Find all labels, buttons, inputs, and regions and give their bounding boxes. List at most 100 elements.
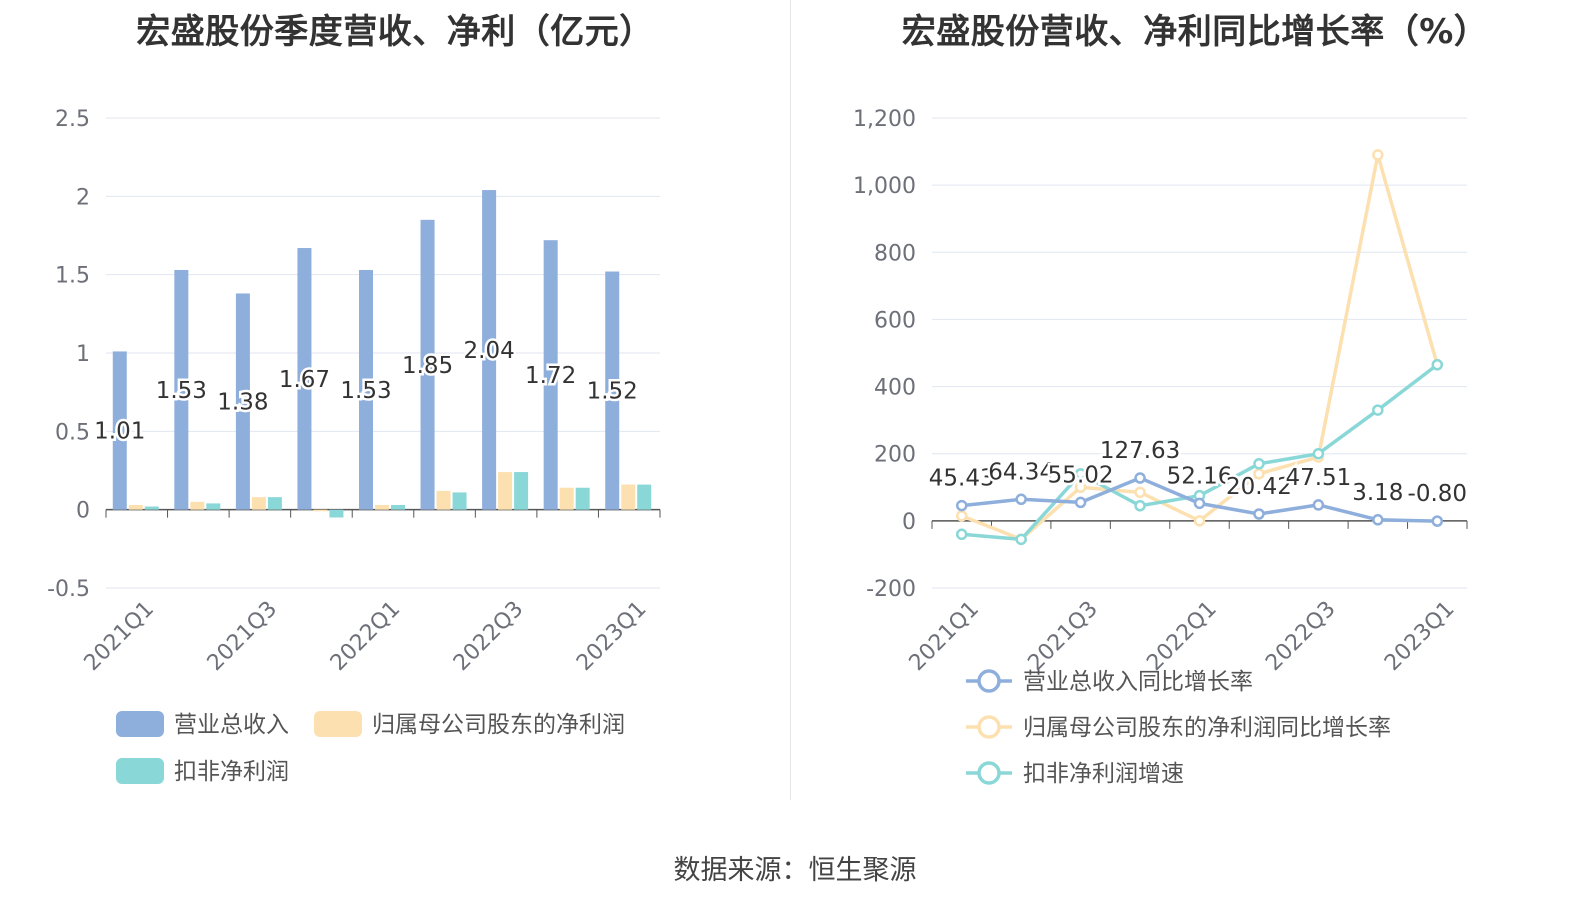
series-point [1312,499,1325,511]
growth-data-label: 20.42 [1226,474,1292,500]
bar-net-profit [375,504,389,510]
bar-deducted-net-profit [514,472,529,510]
legend-marker [977,715,1001,739]
legend-label: 扣非净利润 [174,759,289,785]
y-tick-label: 200 [874,443,916,468]
legend-marker [977,761,1001,785]
series-point [1074,468,1087,480]
bar-net-profit [251,497,266,510]
y-tick-label: -0.5 [47,577,90,602]
bar-revenue [297,248,312,510]
series-point [1431,359,1444,371]
legend-swatch [314,711,362,737]
legend-swatch [116,758,164,784]
series-point [1015,533,1027,546]
legend-label: 归属母公司股东的净利润 [372,712,625,738]
y-tick-label: 1.5 [55,264,90,289]
bar-net-profit [498,472,513,510]
legend-label: 营业总收入 [174,712,289,738]
bar-net-profit [313,509,328,512]
series-point [955,528,968,541]
y-tick-label: 2.5 [55,107,90,132]
series-point [1372,149,1384,161]
line-chart-svg: -200 0 200 400 600 800 1,000 1,200 2021Q1 2021Q3 2… [853,107,1470,787]
y-tick-label: -200 [866,577,916,602]
bar-deducted-net-profit [206,503,221,510]
series-point [955,499,968,512]
series-point [1074,481,1087,494]
bar-revenue [174,269,189,510]
revenue-data-label: 1.67 [279,367,330,393]
y-tick-label: 1,200 [853,107,916,132]
bar-chart-svg: -0.5 0 0.5 1 1.52 2.5 2021Q1 2021Q3 2022Q1 2022Q3… [47,107,661,785]
series-point [1074,496,1087,509]
series-point [1134,472,1146,484]
legend-marker [977,669,1001,693]
series-point [1372,514,1384,526]
x-tick-label: 2021Q3 [1023,597,1102,676]
y-tick-label: 0.5 [55,420,90,445]
y-tick-label: 800 [874,241,916,266]
series-point [1253,458,1265,470]
x-tick-label: 2021Q3 [203,597,282,676]
bar-deducted-net-profit [267,497,282,510]
series-point [1015,493,1027,506]
growth-data-label: 55.02 [1048,462,1114,488]
series-line [961,363,1439,542]
line-chart-title: 宏盛股份营收、净利同比增长率（%） [901,12,1489,52]
series-point [1372,404,1384,416]
revenue-data-label: 1.52 [587,379,638,405]
bar-deducted-net-profit [144,506,159,510]
revenue-data-label: 2.04 [464,338,515,364]
revenue-profit-bar-chart-panel: 宏盛股份季度营收、净利（亿元） -0.5 0 0.5 1 1.5 2 2.5 2021Q1 20… [0,0,790,820]
x-tick-label: 2022Q3 [1261,597,1340,676]
y-tick-label: 0 [902,510,916,535]
bar-revenue [605,271,620,510]
legend-label: 归属母公司股东的净利润同比增长率 [1023,715,1391,741]
series-point [955,510,968,522]
series-point [1431,515,1444,527]
revenue-data-label: 1.72 [525,363,576,389]
bar-net-profit [128,504,143,510]
panel-divider [790,0,791,800]
x-tick-label: 2021Q1 [80,597,159,676]
bar-revenue [543,240,558,510]
x-tick-label: 2022Q3 [449,597,528,676]
growth-data-label: 47.51 [1285,465,1351,491]
bar-deducted-net-profit [329,509,344,518]
bar-deducted-net-profit [391,504,405,510]
growth-data-label: 127.63 [1100,438,1180,464]
y-tick-label: 600 [874,308,916,333]
bar-deducted-net-profit [452,492,467,510]
bar-revenue [235,293,250,510]
bar-revenue [482,190,497,510]
x-tick-label: 2022Q1 [1142,597,1221,676]
data-source-note: 数据来源：恒生聚源 [673,855,917,886]
revenue-data-label: 1.85 [402,353,453,379]
series-point [1134,500,1146,512]
revenue-data-label: 1.38 [217,390,268,416]
bar-deducted-net-profit [637,484,652,510]
y-tick-label: 400 [874,376,916,401]
bar-net-profit [436,490,451,510]
bar-net-profit [190,501,205,510]
series-point [1253,508,1265,520]
bar-revenue [420,219,435,510]
bar-net-profit [621,484,636,510]
growth-data-label: 64.34 [988,459,1054,485]
y-tick-label: 1 [76,342,90,367]
bar-deducted-net-profit [575,487,590,510]
growth-data-label: 45.43 [929,466,995,492]
x-tick-label: 2023Q1 [1380,597,1459,676]
x-tick-label: 2023Q1 [572,597,651,676]
revenue-data-label: 1.01 [94,419,145,445]
growth-rate-line-chart-panel: 宏盛股份营收、净利同比增长率（%） -200 0 200 400 600 800 1,000… [800,0,1590,820]
bar-net-profit [559,487,574,510]
series-point [1193,515,1206,527]
y-tick-label: 0 [76,499,90,524]
bar-revenue [359,269,373,510]
x-tick-label: 2022Q1 [326,597,405,676]
growth-data-label: 52.16 [1167,463,1233,489]
bar-chart-title: 宏盛股份季度营收、净利（亿元） [136,12,654,52]
growth-data-label: 3.18 [1352,480,1403,506]
